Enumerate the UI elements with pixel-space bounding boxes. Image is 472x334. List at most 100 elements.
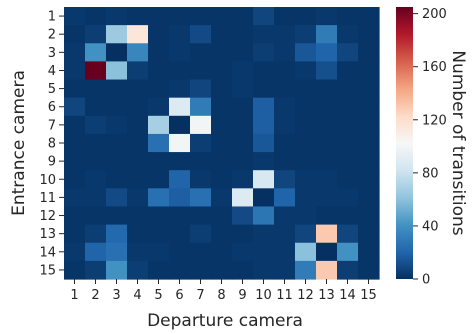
heatmap-cell <box>274 79 296 99</box>
heatmap-cell <box>253 133 275 153</box>
heatmap-cell <box>190 61 212 81</box>
heatmap-cell <box>64 260 86 280</box>
heatmap-cell <box>358 152 380 171</box>
heatmap-cell <box>127 97 149 117</box>
heatmap-cell <box>358 97 380 117</box>
heatmap-cell <box>169 97 191 117</box>
heatmap-cell <box>64 7 86 26</box>
heatmap-cell <box>64 97 86 117</box>
heatmap-cell <box>85 206 107 226</box>
y-tick-label: 8 <box>48 137 56 152</box>
heatmap-cell <box>127 43 149 62</box>
heatmap-cell <box>169 61 191 81</box>
heatmap-cell <box>190 97 212 117</box>
heatmap-cell <box>295 25 317 44</box>
colorbar <box>396 7 413 279</box>
heatmap-cell <box>274 133 296 153</box>
y-tick-label: 6 <box>48 100 56 115</box>
heatmap-cell <box>106 152 128 171</box>
heatmap-cell <box>127 188 149 208</box>
heatmap-cell <box>295 188 317 208</box>
heatmap-cell <box>106 206 128 226</box>
heatmap-cell <box>190 170 212 189</box>
heatmap-cell <box>232 170 254 189</box>
heatmap-cell <box>316 79 338 99</box>
heatmap-cell <box>64 224 86 244</box>
heatmap-cell <box>148 206 170 226</box>
heatmap-cell <box>64 61 86 81</box>
y-tick-label: 14 <box>39 245 56 260</box>
heatmap-cell <box>337 224 359 244</box>
heatmap-cell <box>211 242 233 262</box>
heatmap-cell <box>253 61 275 81</box>
heatmap-cell <box>211 224 233 244</box>
heatmap-cell <box>148 25 170 44</box>
heatmap-cell <box>274 43 296 62</box>
heatmap-cell <box>64 133 86 153</box>
heatmap-cell <box>274 242 296 262</box>
heatmap-cell <box>64 206 86 226</box>
heatmap-cell <box>358 242 380 262</box>
heatmap-cell <box>358 7 380 26</box>
y-tick-label: 10 <box>39 173 56 188</box>
y-tick-label: 5 <box>48 82 56 97</box>
heatmap-cell <box>127 224 149 244</box>
heatmap-cell <box>169 152 191 171</box>
y-tick-label: 4 <box>48 64 56 79</box>
heatmap-cell <box>211 152 233 171</box>
heatmap-cell <box>106 133 128 153</box>
x-tick-label: 14 <box>339 288 356 303</box>
heatmap-cell <box>337 188 359 208</box>
heatmap-cell <box>295 79 317 99</box>
heatmap-cell <box>358 133 380 153</box>
heatmap-cell <box>169 170 191 189</box>
heatmap-cell <box>232 7 254 26</box>
heatmap-cell <box>337 260 359 280</box>
heatmap-cell <box>232 206 254 226</box>
heatmap-cell <box>190 206 212 226</box>
colorbar-tick-label: 160 <box>422 60 447 75</box>
heatmap-cell <box>211 61 233 81</box>
x-tick-label: 7 <box>196 288 204 303</box>
heatmap-cell <box>274 224 296 244</box>
heatmap-cell <box>337 242 359 262</box>
heatmap-cell <box>232 115 254 135</box>
heatmap-cell <box>127 79 149 99</box>
heatmap-cell <box>253 224 275 244</box>
heatmap-cell <box>85 260 107 280</box>
heatmap-cell <box>106 170 128 189</box>
heatmap-cell <box>274 260 296 280</box>
y-tick-label: 15 <box>39 263 56 278</box>
x-axis-ticks: 1 2 3 4 5 6 7 8 9 10 11 12 13 14 15 <box>70 279 377 303</box>
heatmap-cell <box>148 170 170 189</box>
y-tick-label: 12 <box>39 209 56 224</box>
heatmap-cell <box>253 260 275 280</box>
heatmap-cell <box>85 224 107 244</box>
heatmap-cell <box>169 43 191 62</box>
heatmap-cell <box>85 7 107 26</box>
heatmap-cell <box>295 61 317 81</box>
heatmap-cell <box>211 25 233 44</box>
heatmap-cell <box>64 79 86 99</box>
heatmap-cell <box>337 79 359 99</box>
heatmap-cell <box>85 133 107 153</box>
heatmap-cell <box>253 7 275 26</box>
heatmap-cell <box>106 242 128 262</box>
x-tick-label: 1 <box>70 288 78 303</box>
heatmap-cell <box>64 25 86 44</box>
heatmap-cell <box>169 260 191 280</box>
heatmap-cell <box>253 25 275 44</box>
heatmap-cell <box>127 260 149 280</box>
heatmap-cell <box>64 152 86 171</box>
heatmap-cell <box>253 152 275 171</box>
y-axis-title: Entrance camera <box>9 70 29 216</box>
heatmap-cell <box>106 61 128 81</box>
y-tick-label: 2 <box>48 28 56 43</box>
heatmap-cell <box>274 115 296 135</box>
heatmap-cell <box>253 97 275 117</box>
heatmap-cells <box>64 7 380 280</box>
heatmap-cell <box>127 170 149 189</box>
heatmap-cell <box>85 188 107 208</box>
heatmap-cell <box>337 7 359 26</box>
heatmap-cell <box>295 115 317 135</box>
